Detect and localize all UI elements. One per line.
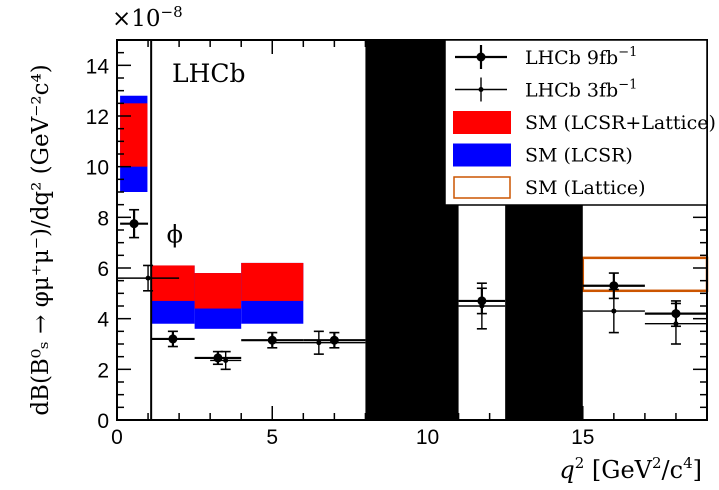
marker-star — [673, 321, 679, 327]
marker-dot — [129, 219, 139, 229]
y-tick-label: 0 — [97, 410, 109, 433]
legend-swatch — [453, 143, 511, 167]
x-tick-label: 10 — [416, 426, 439, 449]
y-tick-label: 10 — [86, 157, 109, 180]
data-point-3fb — [644, 302, 707, 345]
data-point-3fb — [582, 288, 645, 334]
marker-star — [611, 308, 617, 314]
sm-band — [194, 273, 242, 309]
y-tick-label: 14 — [86, 55, 110, 78]
y-tick-label: 8 — [97, 207, 109, 230]
marker-dot — [609, 281, 619, 291]
data-points — [117, 208, 707, 371]
data-point-9fb — [194, 350, 242, 366]
data-point-9fb — [151, 330, 195, 348]
y-axis-label: dB(B⁰ₛ → φμ⁺μ⁻)/dq² (GeV⁻²c⁴) — [28, 64, 54, 415]
data-point-9fb — [582, 272, 645, 300]
marker-star — [145, 275, 151, 281]
data-point-9fb — [303, 331, 366, 349]
experiment-label: LHCb — [172, 59, 246, 88]
y-tick-label: 12 — [86, 106, 109, 129]
x-tick-label: 0 — [111, 426, 123, 449]
exponent-label: ×10−8 — [112, 3, 183, 32]
x-tick-label: 5 — [266, 426, 278, 449]
y-tick-label: 2 — [97, 359, 109, 382]
marker-star — [479, 303, 485, 309]
legend-marker — [476, 52, 486, 62]
y-tick-label: 4 — [97, 309, 109, 332]
data-point-3fb — [458, 282, 506, 330]
x-tick-label: 15 — [571, 426, 594, 449]
vetoed-region — [365, 40, 459, 420]
phi-label: ϕ — [167, 221, 183, 249]
legend-label: LHCb 9fb−1 — [525, 45, 637, 69]
sm-band — [151, 265, 195, 301]
marker-dot — [168, 334, 178, 344]
legend-swatch — [453, 111, 511, 134]
sm-band — [120, 103, 148, 167]
data-point-9fb — [241, 331, 304, 349]
sm-band — [241, 262, 304, 301]
legend: LHCb 9fb−1 LHCb 3fb−1 SM (LCSR+Lattice) SM … — [444, 39, 716, 206]
legend-label: SM (Lattice) — [525, 177, 646, 199]
legend-marker — [478, 87, 484, 92]
data-point-3fb — [272, 330, 366, 355]
marker-star — [316, 340, 322, 346]
marker-star — [223, 357, 229, 363]
data-point-3fb — [117, 264, 180, 292]
x-axis-label: q2 [GeV2/c4] — [559, 454, 702, 484]
legend-swatch — [453, 176, 511, 199]
data-point-3fb — [210, 350, 242, 371]
data-point-9fb — [120, 208, 149, 239]
legend-label: SM (LCSR+Lattice) — [525, 112, 716, 134]
legend-label: LHCb 3fb−1 — [525, 78, 637, 102]
legend-label: SM (LCSR) — [525, 145, 633, 167]
y-tick-label: 6 — [97, 258, 109, 281]
